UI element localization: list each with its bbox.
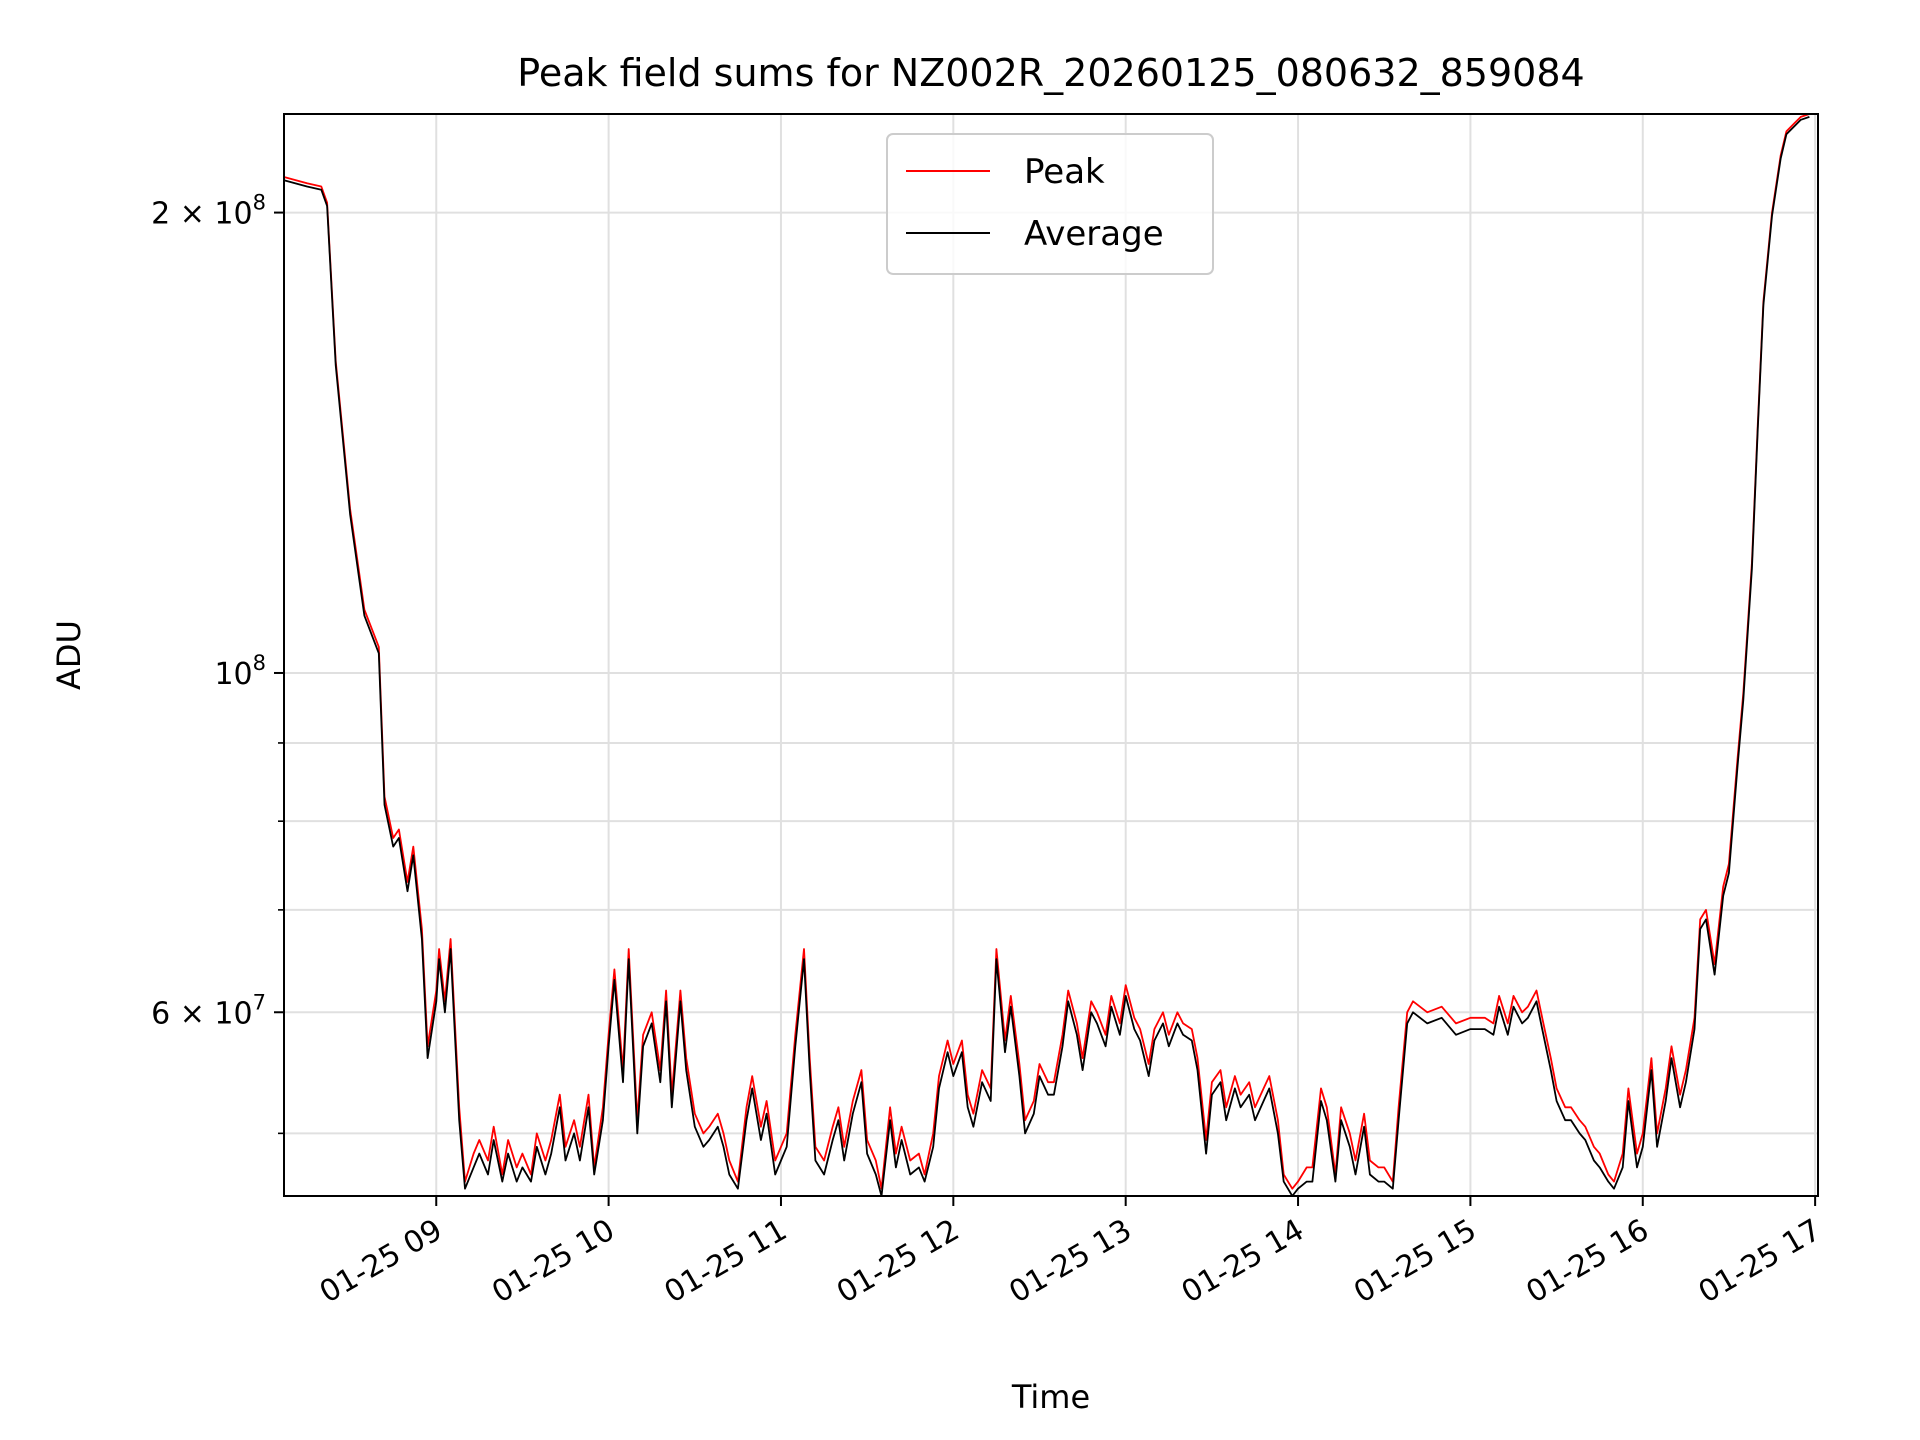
series-layer	[283, 113, 1810, 1197]
y-tick-label: 108	[214, 651, 266, 692]
y-tick-label: 2 × 108	[151, 191, 266, 232]
chart-title: Peak field sums for NZ002R_20260125_0806…	[517, 51, 1584, 95]
series-line-peak	[283, 113, 1810, 1190]
legend: Peak Average	[886, 133, 1214, 275]
grid-layer	[284, 114, 1818, 1196]
y-tick-label-base: 2 × 10	[151, 197, 252, 232]
y-tick-label-exponent: 7	[253, 990, 266, 1014]
y-tick-label-base: 10	[214, 657, 252, 692]
y-axis-label: ADU	[50, 620, 88, 690]
legend-label-average: Average	[1024, 214, 1164, 254]
x-axis-label: Time	[1011, 1378, 1090, 1416]
y-tick-label-exponent: 8	[253, 191, 266, 215]
y-tick-label-base: 6 × 10	[151, 996, 252, 1031]
legend-box	[886, 133, 1214, 275]
series-line-average	[283, 116, 1810, 1197]
plot-frame	[283, 113, 1819, 1197]
y-tick-label-exponent: 8	[253, 651, 266, 675]
legend-label-peak: Peak	[1024, 152, 1105, 192]
y-tick-label: 6 × 107	[151, 990, 266, 1031]
